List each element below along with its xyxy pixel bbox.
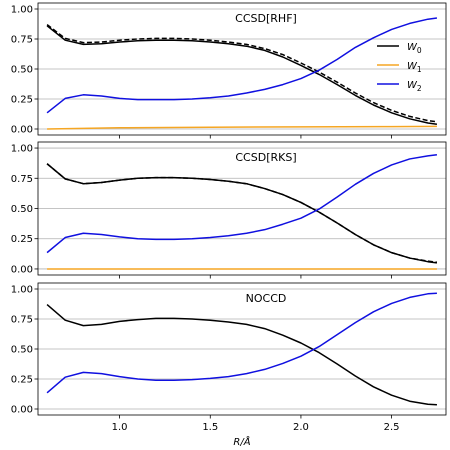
y-tick-label: 0.00	[11, 125, 33, 136]
axes-frame	[37, 282, 447, 416]
x-axis-label: R/Å	[233, 435, 250, 448]
legend-entry-label: W	[407, 61, 418, 72]
y-tick-label: 0.75	[11, 35, 33, 46]
y-tick-label: 0.25	[11, 234, 33, 245]
x-tick-label: 2.0	[293, 422, 309, 433]
panel-3: 0.00 0.25 0.50 0.75 1.00 1.0 1.5 2.0 2.5 NOCCD R/Å	[11, 282, 447, 448]
y-tick-label: 1.00	[11, 5, 33, 16]
series-line-ref-dashed	[46, 24, 438, 123]
y-tick-label: 0.50	[11, 65, 33, 76]
panel-2: 0.00 0.25 0.50 0.75 1.00 CCSD[RKS]	[11, 141, 447, 279]
x-tick-label: 1.5	[202, 422, 218, 433]
legend-entry: W2	[407, 80, 422, 93]
x-tick-label: 2.5	[384, 422, 400, 433]
y-tick-label: 0.75	[11, 174, 33, 185]
axes-frame	[37, 141, 447, 276]
y-tick-label: 1.00	[11, 144, 33, 155]
axes-frame	[37, 2, 447, 136]
y-tick-label: 0.50	[11, 204, 33, 215]
panel-title: NOCCD	[246, 292, 287, 305]
panel-title: CCSD[RHF]	[235, 12, 297, 25]
series-line-w2	[46, 292, 437, 394]
series-line-w0	[46, 25, 438, 125]
series-line-w2	[46, 17, 438, 114]
series-line-ref-dashed	[46, 163, 438, 264]
legend-entry-label: W	[407, 42, 418, 53]
legend-entry: W1	[407, 61, 422, 74]
series-line-w0	[46, 304, 437, 406]
x-tick-label: 1.0	[112, 422, 128, 433]
y-tick-label: 0.25	[11, 375, 33, 386]
y-tick-label: 0.00	[11, 405, 33, 416]
y-tick-label: 0.50	[11, 345, 33, 356]
y-tick-label: 0.25	[11, 95, 33, 106]
legend-entry: W0	[407, 42, 422, 55]
legend-entry-subscript: 0	[417, 46, 422, 55]
panel-title: CCSD[RKS]	[235, 151, 296, 164]
legend-entry-subscript: 1	[417, 65, 422, 74]
y-tick-label: 0.75	[11, 315, 33, 326]
legend-entry-subscript: 2	[417, 84, 422, 93]
y-tick-label: 0.00	[11, 264, 33, 275]
y-tick-label: 1.00	[11, 285, 33, 296]
series-line-w1	[47, 125, 437, 130]
series-line-w2	[46, 153, 438, 254]
legend-entry-label: W	[407, 80, 418, 91]
